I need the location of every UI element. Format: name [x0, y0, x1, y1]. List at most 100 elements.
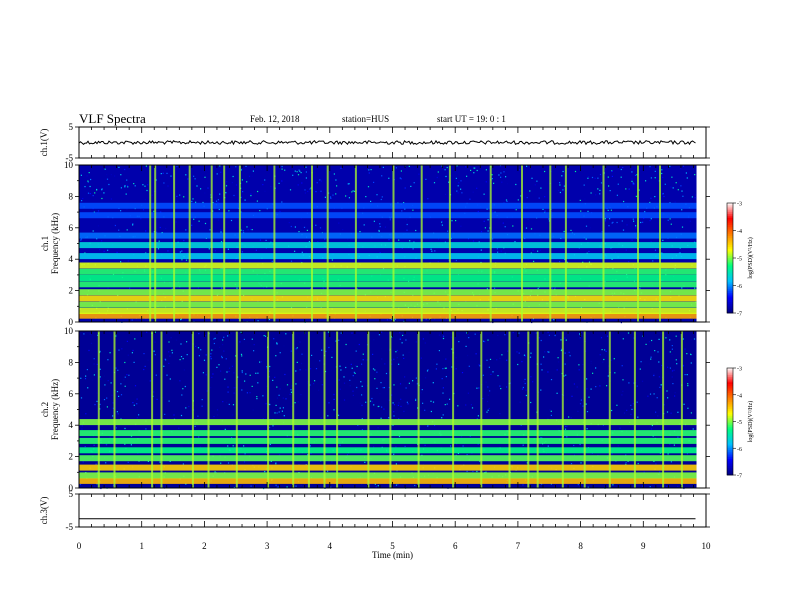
spike-25	[680, 331, 683, 488]
band-13	[79, 202, 697, 209]
ytick-label: 4	[69, 420, 74, 430]
spike-21	[583, 331, 586, 488]
colorbar-label: log(PSD)(V²/Hz)	[747, 401, 754, 442]
spike-14	[417, 331, 420, 488]
colorbar-tick-label: -6	[737, 284, 742, 290]
band-5	[79, 281, 697, 288]
spectrogram-background	[79, 331, 697, 488]
spike-6	[235, 331, 238, 488]
spike-13	[448, 165, 451, 322]
ytick-label: 10	[64, 160, 74, 170]
colorbar-tick-label: -3	[737, 367, 742, 373]
spike-4	[210, 165, 213, 322]
spike-3	[160, 331, 163, 488]
ytick-label: 0	[69, 483, 74, 493]
ylabel: ch.1Frequency (kHz)	[40, 213, 60, 274]
spike-2	[173, 165, 176, 322]
spike-20	[659, 165, 661, 322]
spike-19	[637, 165, 639, 322]
colorbar-tick-label: -7	[737, 312, 742, 318]
band-3	[79, 455, 697, 462]
band-6	[79, 275, 697, 281]
band-7	[79, 419, 697, 426]
ytick-label: 8	[69, 191, 74, 201]
spike-8	[292, 331, 295, 488]
xtick-label: 3	[265, 541, 270, 551]
start-time-label: start UT = 19: 0 : 1	[437, 114, 506, 124]
xtick-label: 2	[202, 541, 207, 551]
ch1-spectrogram: 0 2 4 6 8 10 ch.1Frequency (kHz)	[40, 160, 710, 327]
band-1	[79, 308, 697, 314]
band-4	[79, 289, 697, 296]
colorbar-tick-label: -6	[737, 447, 742, 453]
spike-2	[151, 331, 154, 488]
colorbar-tick-label: -4	[737, 229, 742, 235]
band-4	[79, 447, 697, 454]
spike-17	[564, 165, 567, 322]
spike-5	[223, 165, 226, 322]
ytick-label: 4	[69, 254, 74, 264]
spike-3	[188, 165, 191, 322]
spike-1	[113, 331, 116, 488]
spike-16	[549, 165, 552, 322]
spike-15	[521, 165, 523, 322]
ylabel: ch.3(V)	[39, 497, 49, 525]
spike-18	[527, 331, 530, 488]
colorbar-label: log(PSD)(V²/Hz)	[747, 237, 754, 278]
ch2-spectrogram: 0 2 4 6 8 10 ch.2Frequency (kHz)	[40, 326, 710, 493]
xtick-label: 7	[516, 541, 521, 551]
spike-13	[389, 331, 392, 488]
colorbar-tick-label: -5	[737, 257, 742, 263]
band-5	[79, 437, 697, 444]
spike-0	[97, 331, 100, 488]
band-8	[79, 262, 697, 269]
ytick-label: 6	[69, 223, 74, 233]
spike-20	[561, 331, 564, 488]
spike-16	[480, 331, 483, 488]
spike-5	[207, 331, 210, 488]
xtick-label: 4	[328, 541, 333, 551]
colorbar-1: -3 -4 -5 -6 -7 log(PSD)(V²/Hz)	[726, 202, 754, 318]
ch3-waveform: 5 -5 ch.3(V) 0 1 2 3 4 5 6 7 8 9 10 Time (min)	[39, 489, 711, 560]
xlabel: Time (min)	[372, 550, 413, 560]
spike-7	[267, 331, 270, 488]
no-data-area	[696, 331, 706, 488]
band-0	[79, 477, 697, 484]
xtick-label: 10	[702, 541, 712, 551]
xtick-label: 8	[578, 541, 583, 551]
date-label: Feb. 12, 2018	[250, 114, 300, 124]
chart-title: VLF Spectra	[79, 111, 146, 126]
band-3	[79, 295, 697, 302]
xtick-label: 5	[390, 541, 395, 551]
band-2	[79, 464, 697, 471]
ytick-label: -5	[66, 153, 74, 163]
spike-17	[508, 331, 511, 488]
spike-8	[311, 165, 313, 322]
colorbar-tick-label: -7	[737, 474, 742, 480]
spike-23	[633, 331, 636, 488]
ch1-waveform: 5 -5 ch.1(V)	[39, 122, 710, 163]
waveform-line	[78, 139, 696, 146]
ytick-label: 5	[69, 122, 74, 132]
spike-7	[273, 165, 276, 322]
band-11	[79, 232, 697, 239]
band-6	[79, 430, 697, 437]
xtick-label: 6	[453, 541, 458, 551]
spike-0	[149, 165, 152, 322]
ytick-label: 2	[69, 452, 74, 462]
spike-9	[307, 331, 310, 488]
band-1	[79, 472, 697, 479]
ytick-label: 6	[69, 389, 74, 399]
colorbar-tick-label: -4	[737, 393, 742, 399]
spike-24	[662, 331, 665, 488]
ytick-label: 2	[69, 286, 74, 296]
band-10	[79, 242, 697, 249]
band-9	[79, 253, 697, 260]
no-data-area	[696, 165, 706, 322]
colorbar-tick-label: -5	[737, 420, 742, 426]
spike-11	[392, 165, 395, 322]
spike-9	[326, 165, 329, 322]
spike-4	[191, 331, 194, 488]
spike-22	[608, 331, 611, 488]
